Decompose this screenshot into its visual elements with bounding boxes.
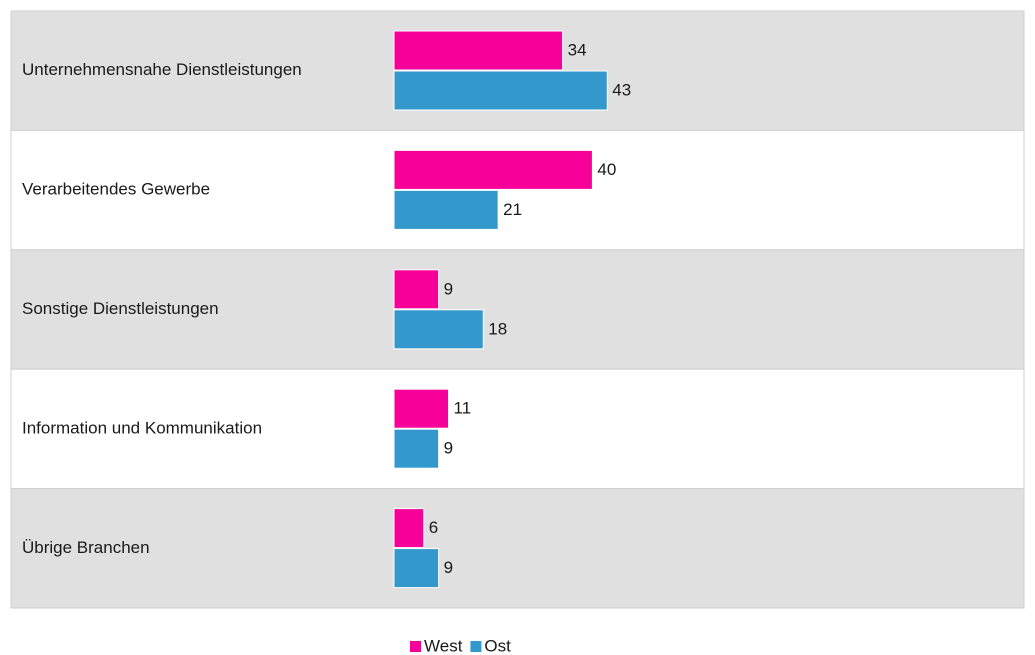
category-label: Übrige Branchen	[22, 538, 150, 557]
legend-swatch	[410, 641, 421, 652]
category-label: Sonstige Dienstleistungen	[22, 299, 219, 318]
bar	[393, 149, 593, 190]
value-label: 21	[503, 200, 522, 219]
bar	[393, 548, 440, 589]
value-label: 40	[597, 160, 616, 179]
value-label: 9	[444, 279, 453, 298]
bar	[393, 70, 608, 111]
category-label: Unternehmensnahe Dienstleistungen	[22, 60, 302, 79]
bar	[393, 428, 440, 469]
row-band	[10, 249, 1025, 370]
legend-swatch	[470, 641, 482, 652]
bar	[393, 30, 564, 71]
bar	[393, 388, 450, 429]
category-label: Information und Kommunikation	[22, 418, 262, 437]
category-label: Verarbeitendes Gewerbe	[22, 180, 210, 199]
value-label: 9	[444, 558, 453, 577]
value-label: 11	[454, 399, 472, 418]
row-band	[10, 488, 1025, 609]
value-label: 43	[612, 80, 631, 99]
value-label: 34	[568, 40, 587, 59]
bar	[393, 269, 440, 310]
row-band	[10, 368, 1025, 490]
legend-label: West	[424, 636, 463, 655]
legend-label: Ost	[484, 636, 511, 655]
value-label: 6	[429, 518, 438, 537]
value-label: 9	[444, 439, 453, 458]
bar	[393, 309, 484, 350]
bar	[393, 508, 425, 549]
value-label: 18	[488, 319, 507, 338]
bar	[393, 189, 499, 230]
